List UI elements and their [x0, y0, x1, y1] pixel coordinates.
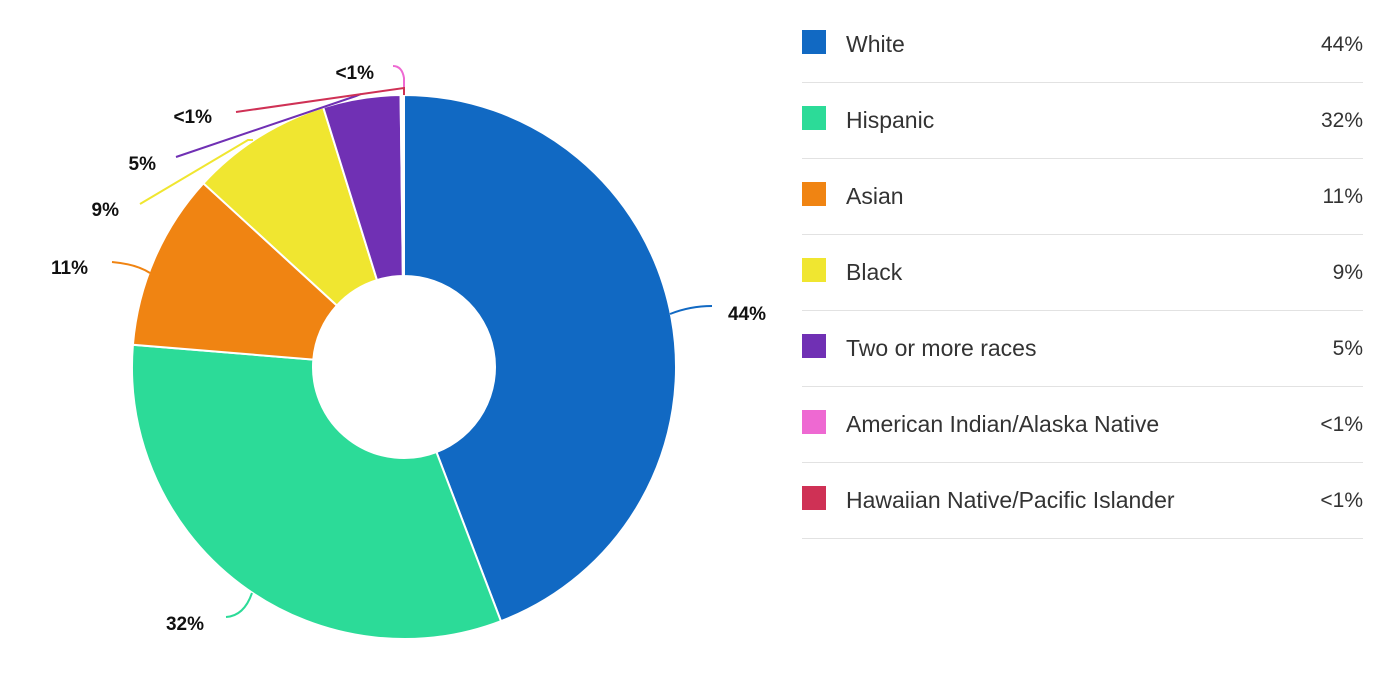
- slice-labels-layer: 44% 32% 11% 9% 5% <1% <1%: [51, 63, 766, 635]
- donut-chart-svg: 44% 32% 11% 9% 5% <1% <1%: [51, 63, 766, 640]
- leader-line-white: [669, 305, 713, 315]
- legend-value: 32%: [1320, 108, 1363, 132]
- legend-label: Hispanic: [846, 107, 935, 133]
- legend-item-white: White 44%: [802, 7, 1363, 83]
- slice-label-hawaiian-native-pacific-islander: <1%: [173, 107, 212, 128]
- slice-label-asian: 11%: [51, 258, 88, 279]
- legend-swatch: [802, 181, 826, 206]
- slice-label-hispanic: 32%: [166, 614, 204, 635]
- slice-white: [403, 93, 677, 623]
- leader-line-hispanic: [225, 592, 253, 618]
- donut-chart: 44% 32% 11% 9% 5% <1% <1%: [51, 63, 766, 640]
- legend-label: Asian: [846, 183, 904, 209]
- slice-label-black: 9%: [92, 200, 120, 221]
- slice-label-white: 44%: [728, 304, 766, 325]
- legend-label: Two or more races: [846, 335, 1037, 361]
- leader-line-asian: [111, 261, 151, 274]
- legend-value: 9%: [1332, 260, 1363, 284]
- slice-label-two-or-more-races: 5%: [129, 154, 157, 175]
- legend-swatch: [802, 333, 826, 358]
- legend-swatch: [802, 409, 826, 434]
- legend-label: White: [846, 31, 905, 57]
- legend-value: 44%: [1320, 32, 1363, 56]
- legend-label: Hawaiian Native/Pacific Islander: [846, 487, 1175, 513]
- slice-hispanic: [131, 343, 503, 640]
- legend-value: <1%: [1320, 488, 1363, 512]
- legend-swatch: [802, 257, 826, 282]
- legend-item-black: Black 9%: [802, 235, 1363, 311]
- leader-line-american-indian-alaska-native: [392, 65, 405, 95]
- legend-label: American Indian/Alaska Native: [846, 411, 1160, 437]
- legend-item-hispanic: Hispanic 32%: [802, 83, 1363, 159]
- legend-label: Black: [846, 259, 903, 285]
- slice-hawaiian-native-pacific-islander: [401, 93, 405, 278]
- leader-lines-layer: [111, 65, 713, 618]
- legend-item-hawaiian-native: Hawaiian Native/Pacific Islander <1%: [802, 463, 1363, 539]
- legend-item-american-indian: American Indian/Alaska Native <1%: [802, 387, 1363, 463]
- leader-line-hawaiian-native-pacific-islander: [235, 86, 405, 113]
- legend-value: 5%: [1332, 336, 1363, 360]
- slice-label-american-indian-alaska-native: <1%: [335, 63, 374, 84]
- legend-swatch: [802, 485, 826, 510]
- legend-swatch: [802, 29, 826, 54]
- legend-value: 11%: [1322, 184, 1363, 208]
- legend-swatch: [802, 105, 826, 130]
- slices-layer: [131, 93, 677, 640]
- legend: White 44% Hispanic 32% Asian 11% Black 9…: [802, 7, 1363, 539]
- legend-value: <1%: [1320, 412, 1363, 436]
- legend-item-two-or-more-races: Two or more races 5%: [802, 311, 1363, 387]
- slice-asian: [131, 181, 339, 361]
- legend-item-asian: Asian 11%: [802, 159, 1363, 235]
- leader-line-black: [139, 139, 253, 205]
